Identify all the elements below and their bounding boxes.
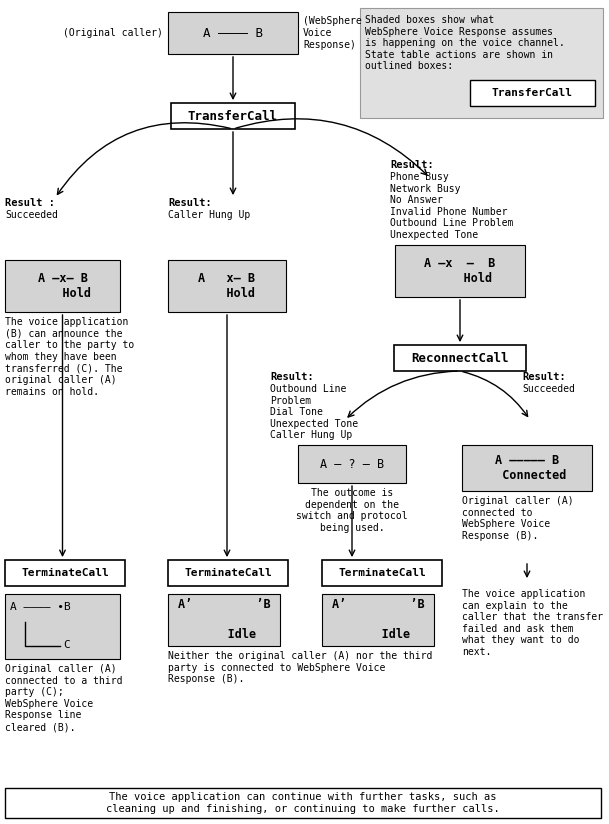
Text: TransferCall: TransferCall (188, 110, 278, 123)
Text: Result:: Result: (168, 198, 212, 208)
FancyBboxPatch shape (5, 260, 120, 312)
Text: (WebSphere
Voice
Response): (WebSphere Voice Response) (303, 16, 362, 49)
FancyBboxPatch shape (470, 80, 595, 106)
Text: The voice application
can explain to the
caller that the transfer
failed and ask: The voice application can explain to the… (462, 589, 603, 657)
Text: A ———— •B: A ———— •B (10, 602, 71, 612)
FancyBboxPatch shape (322, 594, 434, 646)
Text: Outbound Line
Problem
Dial Tone
Unexpected Tone
Caller Hung Up: Outbound Line Problem Dial Tone Unexpect… (270, 384, 358, 440)
Text: Succeeded: Succeeded (522, 384, 575, 394)
Text: A’         ’B

     Idle: A’ ’B Idle (332, 598, 424, 642)
FancyBboxPatch shape (5, 788, 601, 818)
Text: The voice application
(B) can announce the
caller to the party to
whom they have: The voice application (B) can announce t… (5, 317, 134, 396)
Text: Result :: Result : (5, 198, 55, 208)
Text: A ————— B
  Connected: A ————— B Connected (488, 454, 566, 482)
Text: A   x— B
    Hold: A x— B Hold (199, 272, 256, 300)
Text: A — ? — B: A — ? — B (320, 457, 384, 471)
Text: ReconnectCall: ReconnectCall (411, 352, 509, 364)
FancyBboxPatch shape (168, 560, 288, 586)
FancyBboxPatch shape (322, 560, 442, 586)
Text: TerminateCall: TerminateCall (184, 568, 272, 578)
FancyBboxPatch shape (298, 445, 406, 483)
Text: The outcome is
dependent on the
switch and protocol
being used.: The outcome is dependent on the switch a… (296, 488, 408, 533)
Text: A’         ’B

     Idle: A’ ’B Idle (178, 598, 270, 642)
Text: TerminateCall: TerminateCall (338, 568, 426, 578)
Text: (Original caller): (Original caller) (63, 28, 163, 38)
Text: Result:: Result: (522, 372, 566, 382)
Text: C: C (63, 640, 70, 650)
FancyBboxPatch shape (360, 8, 603, 118)
FancyBboxPatch shape (462, 445, 592, 491)
FancyBboxPatch shape (5, 560, 125, 586)
Text: Caller Hung Up: Caller Hung Up (168, 210, 250, 220)
Text: Shaded boxes show what
WebSphere Voice Response assumes
is happening on the voic: Shaded boxes show what WebSphere Voice R… (365, 15, 565, 72)
Text: A –x  —  B
     Hold: A –x — B Hold (424, 257, 496, 285)
Text: Result:: Result: (270, 372, 314, 382)
Text: A —x— B
    Hold: A —x— B Hold (34, 272, 91, 300)
Text: A ———— B: A ———— B (203, 26, 263, 40)
FancyBboxPatch shape (5, 594, 120, 659)
Text: TransferCall: TransferCall (492, 88, 573, 98)
Text: Result:: Result: (390, 160, 434, 170)
Text: Succeeded: Succeeded (5, 210, 58, 220)
FancyBboxPatch shape (168, 594, 280, 646)
Text: Original caller (A)
connected to
WebSphere Voice
Response (B).: Original caller (A) connected to WebSphe… (462, 496, 574, 541)
FancyBboxPatch shape (395, 245, 525, 297)
Text: TerminateCall: TerminateCall (21, 568, 109, 578)
FancyBboxPatch shape (394, 345, 526, 371)
Text: The voice application can continue with further tasks, such as
cleaning up and f: The voice application can continue with … (106, 792, 500, 814)
Text: Original caller (A)
connected to a third
party (C);
WebSphere Voice
Response lin: Original caller (A) connected to a third… (5, 664, 122, 732)
FancyBboxPatch shape (168, 12, 298, 54)
FancyBboxPatch shape (171, 103, 295, 129)
FancyBboxPatch shape (168, 260, 286, 312)
Text: Phone Busy
Network Busy
No Answer
Invalid Phone Number
Outbound Line Problem
Une: Phone Busy Network Busy No Answer Invali… (390, 172, 513, 240)
Text: Neither the original caller (A) nor the third
party is connected to WebSphere Vo: Neither the original caller (A) nor the … (168, 651, 432, 684)
